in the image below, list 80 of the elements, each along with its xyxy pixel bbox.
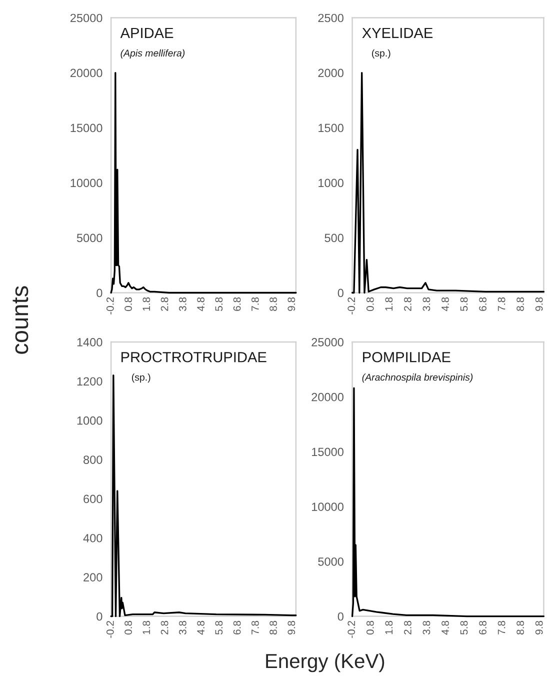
x-tick-label: -0.2 — [106, 620, 114, 638]
y-tick-label: 1000 — [77, 416, 102, 425]
x-tick-label: 7.8 — [498, 297, 506, 311]
x-tick-label: 3.8 — [178, 297, 186, 311]
x-tick-label: 1.8 — [385, 297, 393, 311]
y-tick-label: 10000 — [312, 502, 344, 511]
x-tick-label: 6.8 — [479, 297, 486, 311]
y-tick-label: 0 — [96, 288, 102, 298]
x-tick-label: -0.2 — [348, 620, 356, 638]
y-tick-label: 1200 — [77, 377, 102, 386]
y-tick-label: 20000 — [70, 68, 102, 78]
x-tick-label: 0.8 — [124, 620, 132, 635]
x-tick-label: 5.8 — [215, 620, 223, 635]
x-tick-label: 5.8 — [215, 297, 223, 311]
text: (Apis mellifera) — [120, 49, 185, 58]
y-tick-label: 1500 — [318, 124, 344, 132]
y-tick-label: 600 — [84, 494, 102, 504]
x-tick-label: 2.8 — [404, 297, 412, 311]
text: (sp.) — [132, 374, 150, 383]
x-tick-label: 8.8 — [516, 620, 524, 634]
x-tick-label: 4.8 — [197, 620, 204, 635]
x-tick-label: 7.8 — [251, 297, 259, 311]
x-tick-label: -0.2 — [106, 297, 114, 314]
x-tick-label: 6.8 — [479, 620, 486, 634]
y-tick-label: 0 — [96, 612, 102, 621]
x-tick-label: 3.8 — [422, 620, 430, 635]
y-tick-label: 2000 — [318, 68, 344, 78]
text: XYELIDAE — [362, 28, 433, 38]
text: (sp.) — [372, 49, 390, 58]
x-tick-label: 3.8 — [422, 297, 430, 311]
y-tick-label: 200 — [84, 573, 102, 582]
x-tick-label: 1.8 — [385, 620, 393, 634]
y-tick-label: 0 — [338, 288, 344, 298]
x-tick-label: 4.8 — [442, 620, 449, 635]
y-tick-label: 500 — [324, 234, 344, 242]
x-tick-label: -0.2 — [348, 297, 356, 314]
x-tick-label: 0.8 — [124, 297, 132, 311]
x-tick-label: 0.8 — [366, 620, 374, 635]
x-tick-label: 9.8 — [288, 297, 296, 311]
x-tick-label: 5.8 — [460, 620, 468, 635]
y-tick-label: 0 — [338, 612, 344, 621]
x-tick-label: 8.8 — [270, 620, 277, 634]
text: PROCTROTRUPIDAE — [121, 352, 266, 362]
text: (Arachnospila brevispinis) — [362, 374, 473, 383]
x-tick-label: 8.8 — [270, 297, 277, 311]
x-tick-label: 0.8 — [366, 297, 374, 311]
y-tick-label: 5000 — [318, 557, 344, 566]
y-tick-label: 5000 — [76, 234, 102, 242]
y-tick-label: 15000 — [312, 448, 344, 456]
x-tick-label: 8.8 — [516, 297, 524, 311]
x-tick-label: 5.8 — [460, 297, 468, 311]
x-tick-label: 1.8 — [142, 297, 150, 311]
x-tick-label: 9.8 — [535, 620, 543, 634]
x-tick-label: 9.8 — [288, 620, 296, 634]
x-tick-label: 3.8 — [178, 620, 186, 635]
x-tick-label: 6.8 — [233, 297, 241, 311]
text: POMPILIDAE — [363, 352, 450, 362]
y-tick-label: 10000 — [70, 178, 102, 188]
y-tick-label: 20000 — [312, 392, 344, 402]
y-tick-label: 2500 — [318, 14, 344, 22]
y-tick-label: 800 — [84, 456, 102, 464]
y-tick-label: 25000 — [70, 14, 102, 22]
x-tick-label: 7.8 — [498, 620, 506, 634]
y-tick-label: 1000 — [318, 178, 344, 188]
x-tick-label: 2.8 — [160, 297, 168, 311]
y-axis-title: counts — [12, 286, 28, 354]
x-tick-label: 9.8 — [535, 297, 543, 311]
y-tick-label: 1400 — [77, 338, 102, 346]
x-axis-title: Energy (KeV) — [266, 653, 384, 672]
x-tick-label: 1.8 — [142, 620, 150, 634]
x-tick-label: 2.8 — [160, 620, 168, 634]
x-tick-label: 7.8 — [251, 620, 259, 634]
y-tick-label: 15000 — [70, 124, 102, 132]
x-tick-label: 4.8 — [197, 297, 204, 312]
text: APIDAE — [120, 28, 174, 38]
y-tick-label: 400 — [83, 534, 102, 542]
x-tick-label: 2.8 — [404, 620, 412, 634]
x-tick-label: 4.8 — [442, 297, 449, 312]
x-tick-label: 6.8 — [233, 620, 241, 634]
y-tick-label: 25000 — [312, 338, 344, 346]
